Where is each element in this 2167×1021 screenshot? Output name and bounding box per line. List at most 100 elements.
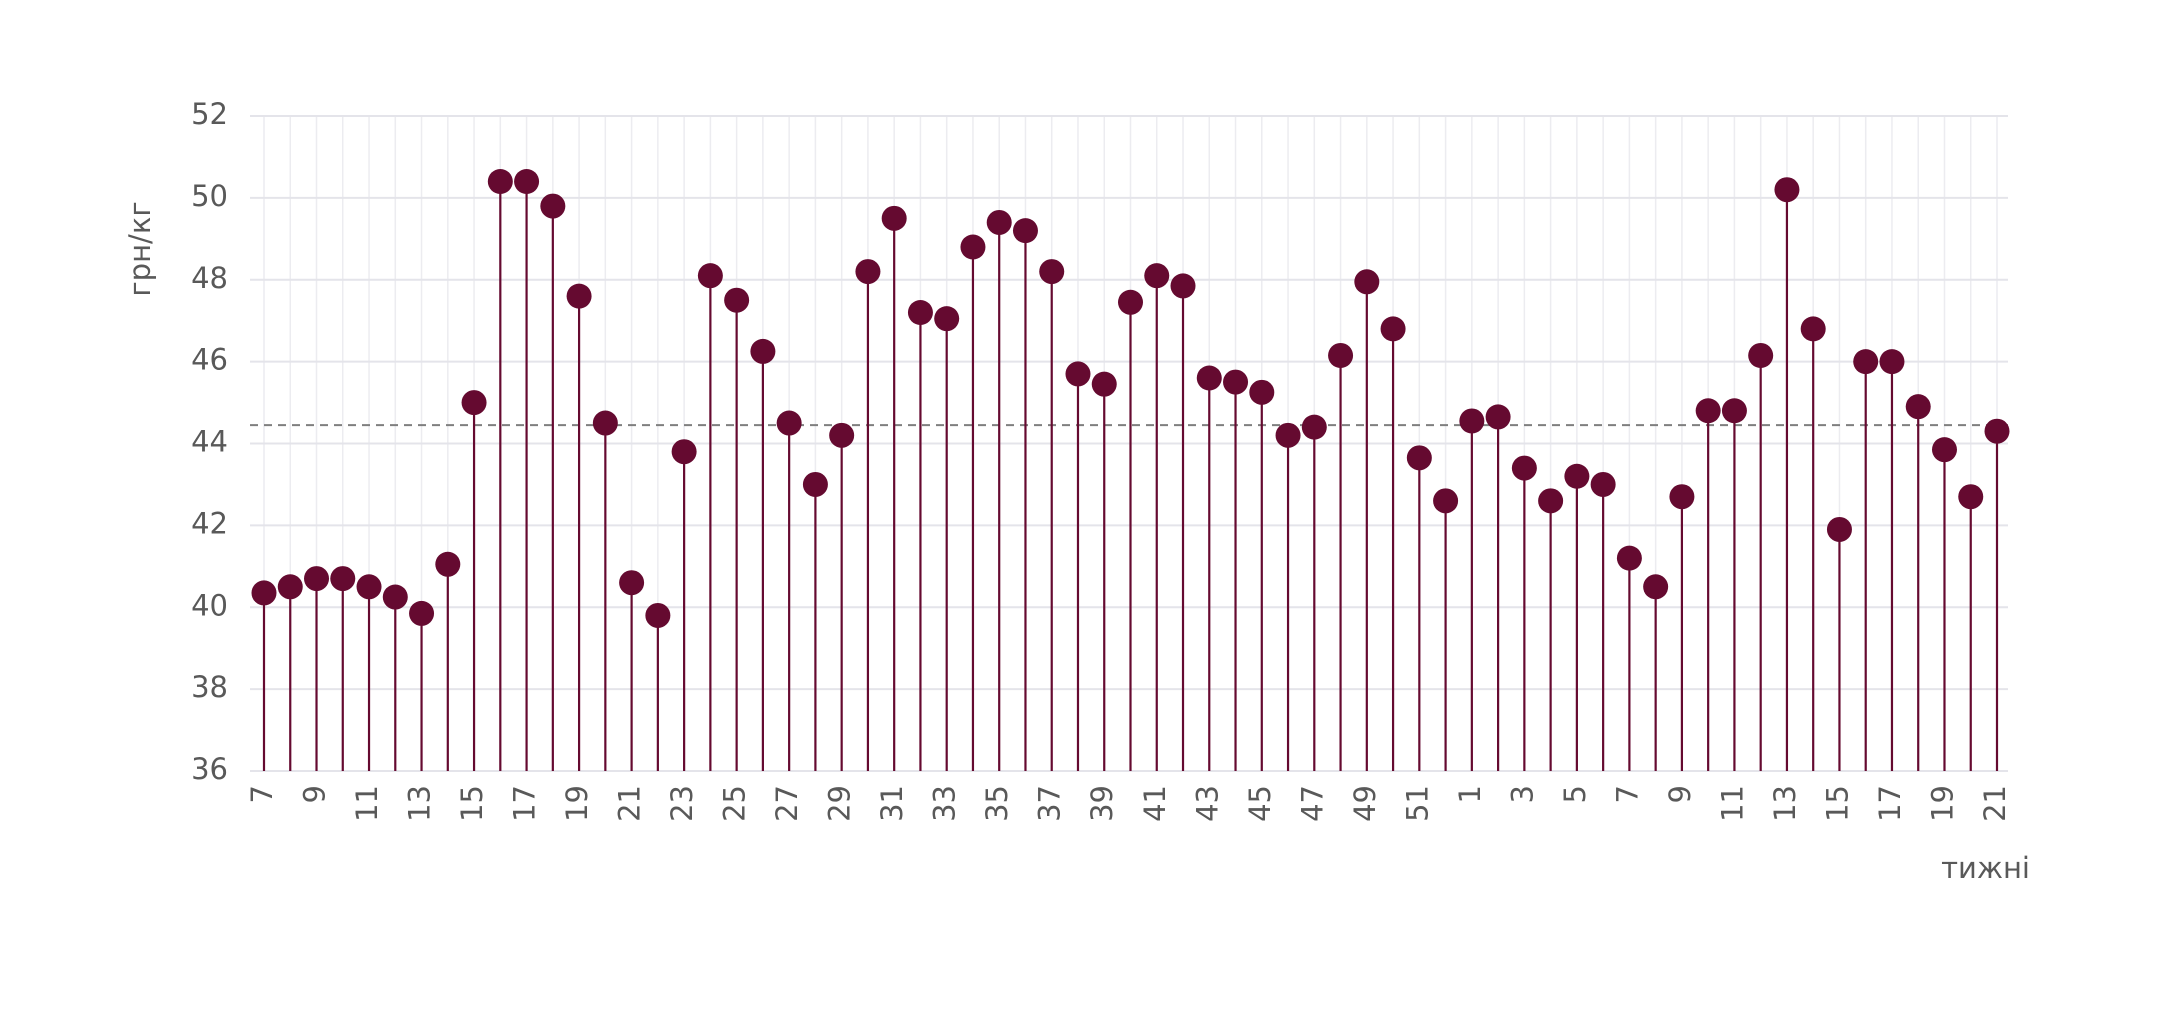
dot [829,422,855,448]
dot [1853,349,1879,375]
dot [1931,437,1957,463]
x-tick-label: 43 [1190,785,1224,822]
dot [1485,404,1511,430]
x-tick-label: 25 [718,785,752,822]
x-tick-label: 33 [928,785,962,822]
dot [1564,463,1590,489]
x-tick-label: 39 [1085,785,1119,822]
dot [1748,342,1774,368]
y-tick-label: 46 [191,343,228,377]
dot [251,580,277,606]
x-tick-label: 29 [823,785,857,822]
x-tick-label: 49 [1348,785,1382,822]
x-tick-label: 13 [403,785,437,822]
x-tick-label: 9 [1663,785,1697,803]
dot [750,338,776,364]
dot [435,551,461,577]
dot [1590,471,1616,497]
dot [1984,418,2010,444]
dot [1538,488,1564,514]
dot [1800,316,1826,342]
dot [986,209,1012,235]
x-tick-label: 1 [1453,785,1487,803]
dot [697,263,723,289]
dot [1354,269,1380,295]
dot [1643,574,1669,600]
x-tick-label: 45 [1243,785,1277,822]
x-tick-label: 23 [665,785,699,822]
x-tick-label: 51 [1400,785,1434,822]
x-tick-label: 31 [875,785,909,822]
dot [1905,394,1931,420]
y-tick-label: 40 [191,588,228,622]
dot [566,283,592,309]
x-tick-label: 7 [245,785,279,803]
x-tick-label: 35 [980,785,1014,822]
dot [1459,408,1485,434]
x-axis-label: тижні [1941,851,2030,885]
dot [540,193,566,219]
y-tick-label: 50 [191,179,228,213]
dot [1223,369,1249,395]
dot [1511,455,1537,481]
dot [1275,422,1301,448]
x-tick-label: 15 [1820,785,1854,822]
x-tick-label: 19 [1925,785,1959,822]
dot [1144,263,1170,289]
dot [1118,289,1143,315]
x-tick-label: 11 [350,785,384,822]
dot [330,566,356,592]
dot [1380,316,1406,342]
dot [1826,516,1852,542]
dot [304,566,330,592]
y-tick-label: 38 [191,670,228,704]
dot [1301,414,1327,440]
y-tick-label: 44 [191,425,228,459]
dot [1958,484,1984,510]
x-tick-label: 13 [1768,785,1802,822]
dot [409,600,435,626]
x-tick-label: 3 [1505,785,1539,803]
dot [1406,445,1432,471]
x-tick-label: 15 [455,785,489,822]
dot [960,234,986,260]
x-tick-label: 37 [1033,785,1067,822]
dot [1170,273,1196,299]
dot [619,570,645,596]
dot [382,584,408,610]
dot [487,169,513,194]
x-tick-label: 5 [1558,785,1592,803]
dot [1433,488,1459,514]
x-tick-label: 17 [1873,785,1907,822]
dot [461,390,487,416]
dot [514,169,540,194]
dot [855,259,881,285]
dot [1695,398,1721,424]
dot [592,410,618,436]
dot [1039,259,1065,285]
dot [1091,371,1117,397]
dot [1249,379,1275,405]
dot [1196,365,1222,391]
y-tick-label: 48 [191,261,228,295]
dot [671,439,697,465]
y-tick-label: 36 [191,752,228,786]
dot [802,471,828,497]
x-tick-label: 7 [1610,785,1644,803]
x-tick-label: 19 [560,785,594,822]
dot [1879,349,1905,375]
x-tick-label: 11 [1715,785,1749,822]
y-axis-label: грн/кг [123,201,157,296]
dot [277,574,303,600]
x-tick-label: 21 [613,785,647,822]
dot [1774,177,1800,203]
dot [1616,545,1642,571]
dot [645,602,671,628]
dot [1328,342,1354,368]
dot [934,306,960,332]
y-tick-label: 42 [191,506,228,540]
x-tick-label: 41 [1138,785,1172,822]
x-tick-label: 47 [1295,785,1329,822]
x-tick-label: 21 [1978,785,2012,822]
